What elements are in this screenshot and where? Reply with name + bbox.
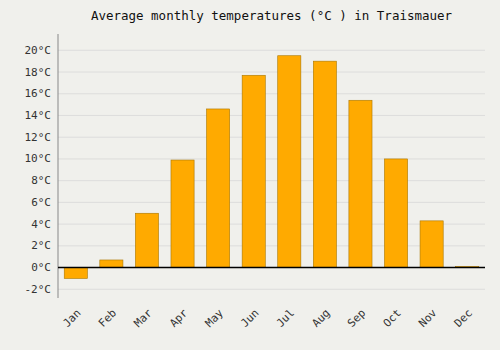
grid-line <box>58 72 485 73</box>
x-tick-label: Aug <box>309 307 332 330</box>
grid-line <box>58 93 485 94</box>
x-tick-label: May <box>203 306 227 330</box>
grid-line <box>58 137 485 138</box>
grid-line <box>58 158 485 159</box>
bar <box>64 268 87 279</box>
y-tick-label: 8°C <box>31 174 51 187</box>
bar <box>384 159 407 268</box>
bar <box>100 260 123 268</box>
x-tick-label: Jan <box>60 307 83 330</box>
x-tick-label: Oct <box>381 307 404 330</box>
x-tick-label: Jul <box>274 307 297 330</box>
title: Average monthly temperatures (°C ) in Tr… <box>91 8 453 23</box>
x-tick-label: Feb <box>96 307 119 330</box>
bar <box>313 61 336 267</box>
grid-line <box>58 50 485 51</box>
y-tick-label: 16°C <box>25 87 52 100</box>
background <box>0 0 500 350</box>
y-tick-label: 4°C <box>31 218 51 231</box>
y-axis-line <box>58 34 59 298</box>
bar <box>242 75 265 267</box>
grid-line <box>58 289 485 290</box>
y-tick-label: 20°C <box>25 44 52 57</box>
bar <box>207 109 230 268</box>
y-tick-label: 2°C <box>31 239 51 252</box>
y-tick-label: 6°C <box>31 196 51 209</box>
y-tick-label: 18°C <box>25 66 52 79</box>
y-tick-label: -2°C <box>25 283 52 296</box>
chart-svg: -2°C 0°C 2°C 4°C 6°C 8°C 10°C 12°C 14°C 16°C 18°C 2… <box>0 0 500 350</box>
bar <box>349 100 372 267</box>
bar <box>420 221 443 268</box>
x-tick-label: Apr <box>167 306 191 330</box>
y-tick-label: 14°C <box>25 109 52 122</box>
y-tick-label: 12°C <box>25 131 52 144</box>
zero-line <box>58 267 485 269</box>
grid-line <box>58 115 485 116</box>
x-tick-label: Jun <box>238 307 261 330</box>
bar <box>135 213 158 267</box>
bar <box>278 56 301 268</box>
x-tick-label: Mar <box>131 306 155 330</box>
bars <box>64 56 479 279</box>
grid <box>58 50 485 289</box>
y-tick-label: 0°C <box>31 261 51 274</box>
x-tick-label: Nov <box>416 306 440 330</box>
chart-container: -2°C 0°C 2°C 4°C 6°C 8°C 10°C 12°C 14°C 16°C 18°C 2… <box>0 0 500 350</box>
grid-line <box>58 267 485 268</box>
x-tick-label: Sep <box>345 307 368 330</box>
x-tick-label: Dec <box>452 307 475 330</box>
grid-line <box>58 202 485 203</box>
y-tick-label: 10°C <box>25 152 52 165</box>
bar <box>171 160 194 268</box>
grid-line <box>58 180 485 181</box>
